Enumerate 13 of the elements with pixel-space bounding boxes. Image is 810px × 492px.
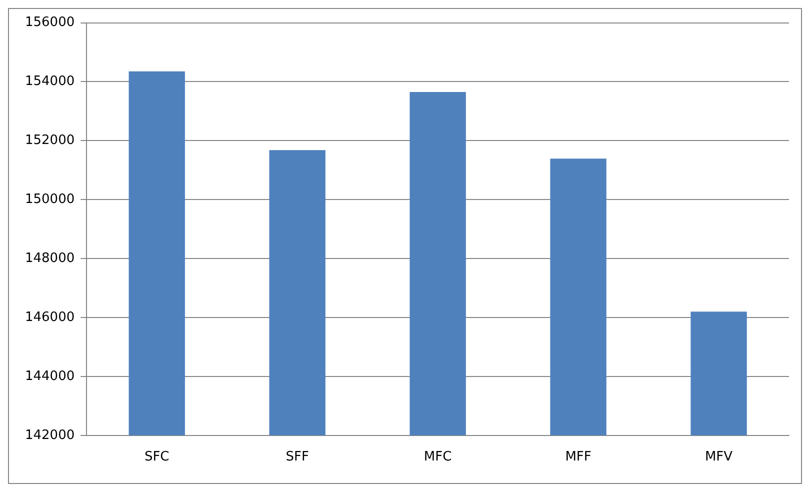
x-tick-label: MFC <box>424 450 452 465</box>
y-tick-label: 150000 <box>24 192 75 208</box>
y-tick-label: 142000 <box>24 428 75 443</box>
y-tick-label: 154000 <box>24 74 75 90</box>
x-tick-label: SFF <box>286 450 309 465</box>
x-tick-label: MFF <box>565 450 592 465</box>
y-tick-label: 148000 <box>24 250 75 266</box>
y-tick-label: 152000 <box>24 133 75 148</box>
y-tick-label: 156000 <box>24 15 75 30</box>
x-tick-label: SFC <box>144 450 170 465</box>
y-tick-label: 144000 <box>24 368 75 384</box>
x-tick-label: MFV <box>704 450 733 465</box>
y-tick-label: 146000 <box>24 310 75 325</box>
